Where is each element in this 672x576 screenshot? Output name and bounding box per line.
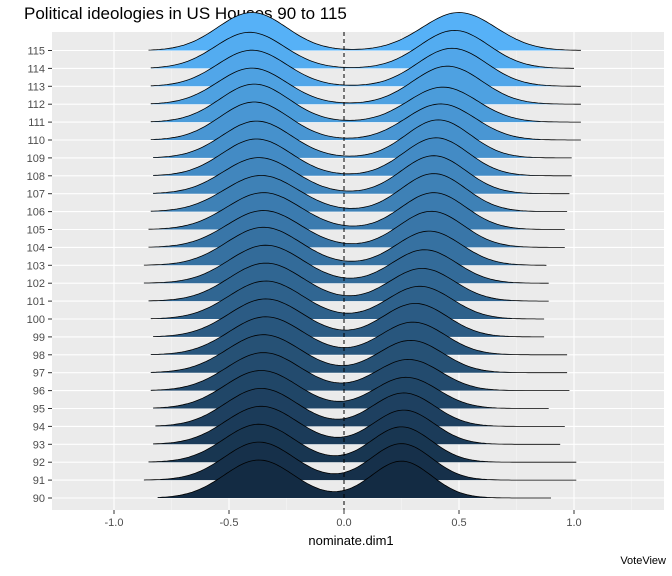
- ridge-line-113: [150, 47, 581, 87]
- y-tick-label: 101: [27, 296, 45, 308]
- ridge-line-105: [148, 192, 565, 230]
- y-tick-label: 114: [27, 63, 45, 75]
- ridge-line-102: [143, 244, 549, 284]
- ridge-line-99: [153, 298, 545, 338]
- y-tick-label: 106: [27, 207, 45, 219]
- plot-background: [52, 32, 664, 510]
- y-tick-label: 94: [33, 421, 45, 433]
- x-tick-label: 1.0: [566, 517, 581, 529]
- ridge-line-100: [150, 280, 545, 320]
- y-tick-label: 115: [27, 46, 45, 58]
- y-tick-label: 111: [28, 117, 45, 129]
- x-tick-label: 0.5: [451, 517, 466, 529]
- y-tick-label: 90: [33, 493, 45, 505]
- y-tick-label: 110: [27, 135, 45, 147]
- ridge-line-94: [155, 388, 565, 427]
- x-tick-label: 0.0: [336, 517, 351, 529]
- ridge-line-91: [143, 441, 577, 481]
- y-tick-label: 109: [27, 153, 45, 165]
- y-tick-label: 99: [33, 332, 45, 344]
- y-tick-label: 93: [33, 439, 45, 451]
- ridge-fill-90: [157, 460, 551, 498]
- ridge-line-96: [150, 352, 570, 391]
- ridge-line-98: [150, 316, 568, 356]
- y-tick-label: 107: [27, 189, 45, 201]
- x-axis-label: nominate.dim1: [308, 533, 394, 548]
- ridge-line-110: [150, 101, 581, 141]
- y-tick-label: 95: [33, 404, 45, 416]
- y-axis-ticks: 90 91 92 93 94 95 96 97 98 99 100 101 102 103 104 105 10…: [27, 46, 52, 505]
- ridge-line-112: [150, 65, 581, 105]
- y-tick-label: 96: [33, 386, 45, 398]
- y-tick-label: 104: [27, 242, 45, 254]
- y-tick-label: 112: [27, 99, 45, 111]
- y-tick-label: 102: [27, 278, 45, 290]
- ridges: [143, 12, 581, 499]
- ridge-line-97: [150, 334, 568, 374]
- y-tick-label: 98: [33, 350, 45, 362]
- y-tick-label: 91: [33, 475, 45, 487]
- x-axis-ticks: -1.0 -0.5 0.0 0.5 1.0: [105, 510, 582, 529]
- ridge-line-103: [143, 226, 547, 266]
- ridge-line-114: [150, 29, 574, 69]
- y-tick-label: 100: [27, 314, 45, 326]
- caption: VoteView: [620, 555, 666, 567]
- ridge-line-115: [148, 12, 581, 51]
- ridge-line-111: [150, 83, 581, 123]
- y-tick-label: 105: [27, 225, 45, 237]
- x-tick-label: -1.0: [105, 517, 124, 529]
- ridge-line-93: [153, 405, 561, 445]
- ridge-line-92: [148, 423, 577, 463]
- y-tick-label: 113: [27, 81, 45, 93]
- y-tick-label: 103: [27, 260, 45, 272]
- ridge-line-95: [153, 370, 549, 409]
- y-tick-label: 92: [33, 457, 45, 469]
- ridge-line-108: [153, 137, 572, 177]
- x-tick-label: -0.5: [220, 517, 239, 529]
- ridge-line-109: [153, 119, 572, 159]
- ridge-line-107: [153, 155, 570, 195]
- y-tick-label: 108: [27, 171, 45, 183]
- ridge-line-90: [157, 459, 551, 499]
- ridge-line-106: [150, 173, 568, 212]
- ridge-line-104: [148, 210, 565, 248]
- ridge-line-101: [148, 262, 549, 302]
- y-tick-label: 97: [33, 368, 45, 380]
